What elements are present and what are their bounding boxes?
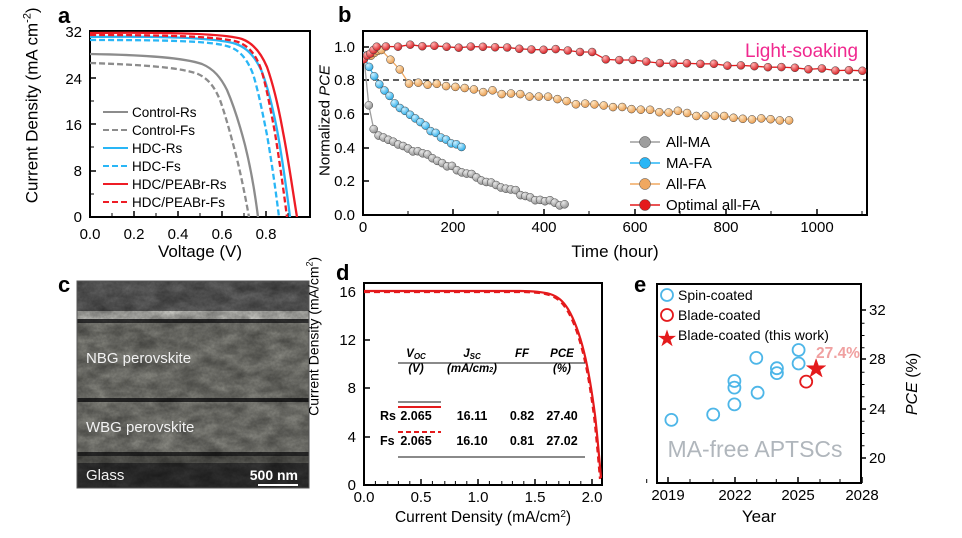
svg-text:2022: 2022 — [718, 487, 751, 504]
svg-text:0.4: 0.4 — [168, 226, 189, 243]
svg-text:0.2: 0.2 — [334, 173, 355, 190]
svg-text:0.8: 0.8 — [334, 72, 355, 89]
svg-text:2.065: 2.065 — [400, 409, 431, 423]
svg-text:1.0: 1.0 — [468, 489, 489, 506]
svg-text:2019: 2019 — [651, 487, 684, 504]
svg-text:(V): (V) — [408, 363, 424, 375]
svg-text:24: 24 — [65, 71, 82, 88]
svg-text:0.82: 0.82 — [510, 409, 534, 423]
svg-text:0.6: 0.6 — [212, 226, 233, 243]
svg-text:200: 200 — [440, 219, 465, 236]
svg-text:Time (hour): Time (hour) — [571, 242, 658, 261]
svg-text:20: 20 — [869, 450, 886, 467]
svg-text:1000: 1000 — [800, 219, 833, 236]
svg-text:0.8: 0.8 — [256, 226, 277, 243]
svg-text:4: 4 — [348, 429, 356, 446]
svg-text:Control-Fs: Control-Fs — [132, 123, 195, 138]
svg-text:0: 0 — [359, 219, 367, 236]
svg-text:16.10: 16.10 — [456, 434, 487, 448]
svg-text:0.2: 0.2 — [124, 226, 145, 243]
svg-text:Control-Rs: Control-Rs — [132, 105, 197, 120]
svg-text:16.11: 16.11 — [457, 409, 488, 423]
svg-text:(%): (%) — [553, 363, 571, 375]
svg-text:All-FA: All-FA — [666, 176, 706, 193]
svg-text:0.0: 0.0 — [354, 489, 375, 506]
svg-text:1.5: 1.5 — [525, 489, 546, 506]
svg-text:Blade-coated: Blade-coated — [678, 307, 761, 323]
svg-text:MA-free APTSCs: MA-free APTSCs — [667, 436, 842, 462]
svg-text:JSC: JSC — [463, 348, 481, 361]
svg-text:8: 8 — [348, 380, 356, 397]
svg-text:0.81: 0.81 — [510, 434, 534, 448]
svg-text:Rs: Rs — [380, 409, 396, 423]
svg-text:FF: FF — [515, 348, 530, 360]
svg-text:Voltage (V): Voltage (V) — [158, 242, 242, 261]
svg-text:0.4: 0.4 — [334, 140, 355, 157]
svg-text:(mA/cm2): (mA/cm2) — [447, 363, 497, 375]
svg-text:Light-soaking: Light-soaking — [745, 41, 858, 62]
svg-text:HDC-Rs: HDC-Rs — [132, 141, 182, 156]
svg-text:PCE (%): PCE (%) — [904, 353, 921, 415]
svg-text:24: 24 — [869, 401, 886, 418]
svg-text:600: 600 — [622, 219, 647, 236]
svg-text:Glass: Glass — [86, 467, 124, 484]
svg-text:2025: 2025 — [781, 487, 814, 504]
svg-text:Spin-coated: Spin-coated — [678, 287, 753, 303]
svg-text:500 nm: 500 nm — [250, 467, 298, 483]
svg-text:Fs: Fs — [380, 434, 395, 448]
svg-text:2028: 2028 — [845, 487, 878, 504]
svg-text:12: 12 — [339, 332, 356, 349]
svg-text:Year: Year — [742, 507, 777, 526]
svg-text:0: 0 — [74, 209, 82, 226]
svg-text:400: 400 — [531, 219, 556, 236]
svg-text:2.0: 2.0 — [582, 489, 603, 506]
svg-text:0.5: 0.5 — [411, 489, 432, 506]
svg-text:All-MA: All-MA — [666, 134, 710, 151]
svg-text:32: 32 — [869, 302, 886, 319]
svg-text:HDC/PEABr-Fs: HDC/PEABr-Fs — [132, 195, 225, 210]
svg-text:27.4%: 27.4% — [816, 345, 860, 362]
svg-text:Blade-coated (this work): Blade-coated (this work) — [678, 327, 829, 343]
svg-text:28: 28 — [869, 351, 886, 368]
svg-text:16: 16 — [65, 117, 82, 134]
svg-text:Optimal all-FA: Optimal all-FA — [666, 197, 760, 214]
svg-text:MA-FA: MA-FA — [666, 155, 712, 172]
svg-text:1.0: 1.0 — [334, 39, 355, 56]
svg-text:32: 32 — [65, 24, 82, 41]
svg-text:NBG perovskite: NBG perovskite — [86, 350, 191, 367]
svg-text:Current Density (mA/cm2): Current Density (mA/cm2) — [395, 509, 571, 526]
svg-text:PCE: PCE — [550, 348, 574, 360]
svg-text:27.40: 27.40 — [546, 409, 577, 423]
svg-text:HDC/PEABr-Rs: HDC/PEABr-Rs — [132, 177, 227, 192]
svg-text:27.02: 27.02 — [546, 434, 577, 448]
svg-text:VOC: VOC — [406, 348, 426, 361]
svg-text:0.6: 0.6 — [334, 106, 355, 123]
svg-text:0.0: 0.0 — [80, 226, 101, 243]
svg-text:8: 8 — [74, 163, 82, 180]
svg-text:WBG perovskite: WBG perovskite — [86, 419, 194, 436]
svg-text:16: 16 — [339, 284, 356, 301]
svg-text:HDC-Fs: HDC-Fs — [132, 159, 181, 174]
svg-text:800: 800 — [713, 219, 738, 236]
svg-text:0.0: 0.0 — [334, 207, 355, 224]
svg-text:2.065: 2.065 — [400, 434, 431, 448]
